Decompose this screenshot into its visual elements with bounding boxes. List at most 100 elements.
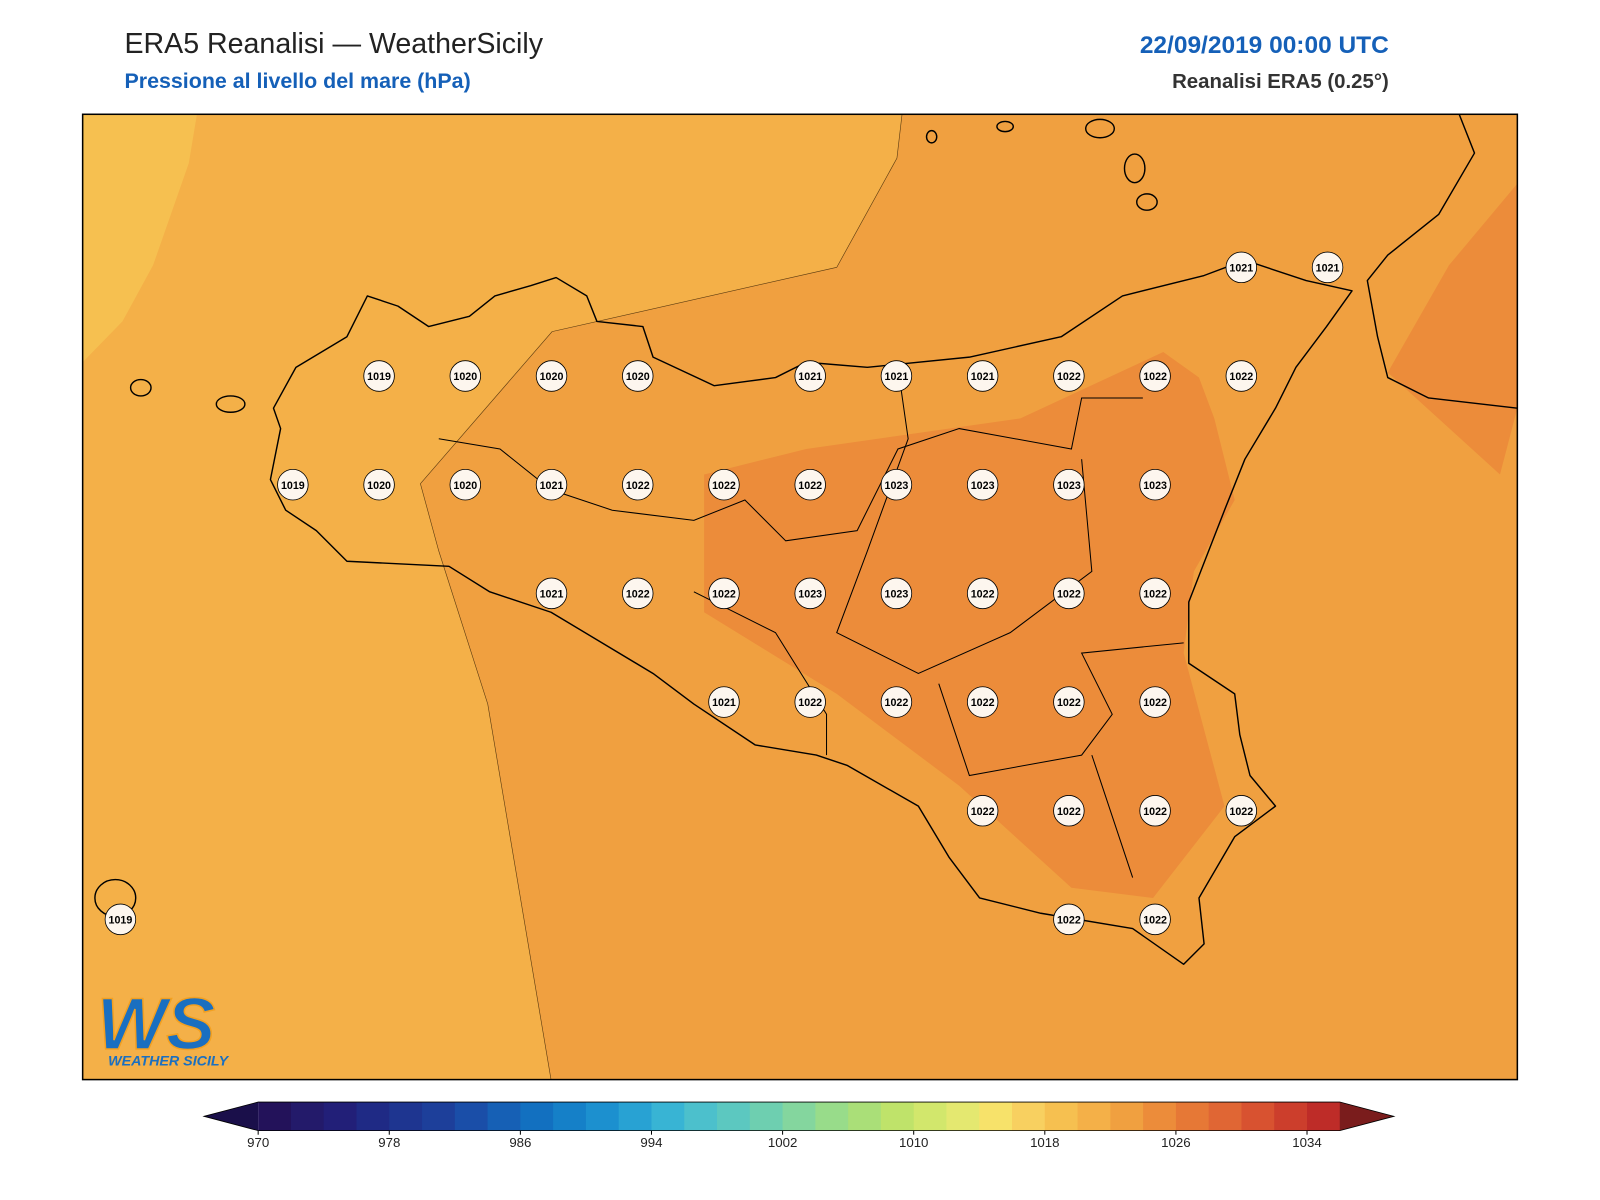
station-value: 1022	[885, 697, 909, 709]
island	[925, 129, 938, 144]
station-marker	[708, 468, 740, 501]
logo-name: WEATHER SICILY	[108, 1053, 229, 1069]
station-value: 1019	[281, 480, 305, 492]
station-marker	[535, 577, 568, 610]
station-value: 1022	[1057, 588, 1081, 600]
station-value: 1023	[1143, 480, 1167, 492]
colorbar-bin	[782, 1102, 816, 1131]
station: 1019	[277, 468, 309, 501]
station-value: 1022	[798, 480, 822, 492]
station-value: 1022	[971, 806, 995, 818]
station: 1022	[1053, 360, 1085, 392]
station-value: 1023	[885, 588, 909, 600]
station-marker	[1225, 251, 1258, 284]
sicily-coast	[269, 259, 1353, 965]
station-marker	[622, 360, 654, 392]
colorbar-bin	[454, 1102, 489, 1131]
colorbar-bin	[323, 1102, 358, 1131]
station-layer: 1021 1021 1019 1020 1020 1020 1021 1021 1021 1022…	[104, 251, 1344, 936]
colorbar-bin	[553, 1102, 587, 1131]
station: 1023	[966, 468, 999, 501]
station-value: 1022	[971, 588, 995, 600]
station-marker	[622, 577, 654, 610]
station-value: 1022	[1057, 914, 1081, 926]
station-marker	[535, 468, 568, 501]
colorbar-over	[1339, 1102, 1394, 1131]
station-value: 1023	[1057, 480, 1081, 492]
colorbar-bin	[520, 1102, 554, 1131]
station-value: 1021	[540, 480, 564, 492]
station: 1022	[622, 468, 654, 501]
colorbar-bin	[1274, 1102, 1308, 1131]
contour-fill	[704, 352, 1235, 898]
colorbar-bin	[1012, 1102, 1046, 1131]
colorbar-bin	[815, 1102, 849, 1131]
station: 1023	[880, 468, 913, 501]
province-border	[938, 642, 1184, 777]
colorbar-bin	[258, 1102, 292, 1131]
station: 1022	[966, 795, 999, 827]
station: 1023	[794, 577, 826, 610]
station: 1022	[966, 686, 999, 718]
colorbar-bin	[1175, 1102, 1210, 1131]
station: 1022	[1139, 686, 1171, 718]
station-marker	[966, 577, 999, 610]
station-marker	[1053, 903, 1085, 936]
station-value: 1022	[1143, 806, 1167, 818]
station-marker	[104, 903, 137, 936]
map-frame	[81, 113, 1519, 1081]
island	[996, 120, 1014, 133]
station-marker	[794, 468, 826, 501]
subtitle: Pressione al livello del mare (hPa)	[124, 69, 470, 93]
calabria-coast	[1366, 114, 1518, 409]
colorbar-bin	[1307, 1102, 1341, 1131]
colorbar-bin	[290, 1102, 325, 1131]
station: 1019	[104, 903, 137, 936]
station-value: 1022	[626, 480, 650, 492]
station: 1021	[966, 360, 999, 392]
station: 1020	[449, 360, 482, 392]
colorbar-bin	[585, 1102, 620, 1131]
colorbar-bin	[717, 1102, 751, 1131]
station-marker	[1139, 577, 1171, 610]
station-value: 1022	[798, 697, 822, 709]
station-value: 1020	[540, 371, 564, 383]
station: 1021	[708, 686, 740, 718]
station-value: 1020	[367, 480, 391, 492]
colorbar-bin	[979, 1102, 1013, 1131]
colorbar-tick-label: 978	[378, 1135, 400, 1150]
colorbar-bin	[422, 1102, 456, 1131]
title: ERA5 Reanalisi — WeatherSicily	[124, 28, 543, 60]
station-value: 1022	[1143, 697, 1167, 709]
province-border	[1091, 754, 1134, 878]
island	[1136, 193, 1158, 211]
colorbar-bin	[1044, 1102, 1079, 1131]
colorbar-bin	[684, 1102, 718, 1131]
colorbar-bin	[651, 1102, 685, 1131]
colorbar-bin	[880, 1102, 915, 1131]
station: 1022	[622, 577, 654, 610]
station-marker	[1225, 360, 1258, 392]
colorbar: 970 978 986 994 1002 1010 1018 1026 1034	[202, 1101, 1396, 1150]
station: 1022	[1053, 577, 1085, 610]
station: 1022	[1053, 795, 1085, 827]
station-marker	[966, 360, 999, 392]
station-marker	[794, 686, 826, 718]
station-value: 1023	[798, 588, 822, 600]
colorbar-bin	[389, 1102, 423, 1131]
station: 1022	[794, 686, 826, 718]
station: 1022	[1225, 795, 1258, 827]
station-marker	[449, 360, 482, 392]
station-marker	[1053, 686, 1085, 718]
station-value: 1022	[1057, 371, 1081, 383]
station-marker	[1053, 360, 1085, 392]
station: 1022	[1225, 360, 1258, 392]
station: 1021	[1225, 251, 1258, 284]
station: 1022	[794, 468, 826, 501]
station: 1021	[794, 360, 826, 392]
station-marker	[880, 360, 913, 392]
station: 1022	[708, 468, 740, 501]
island	[215, 395, 246, 413]
source: Reanalisi ERA5 (0.25°)	[1172, 71, 1389, 93]
